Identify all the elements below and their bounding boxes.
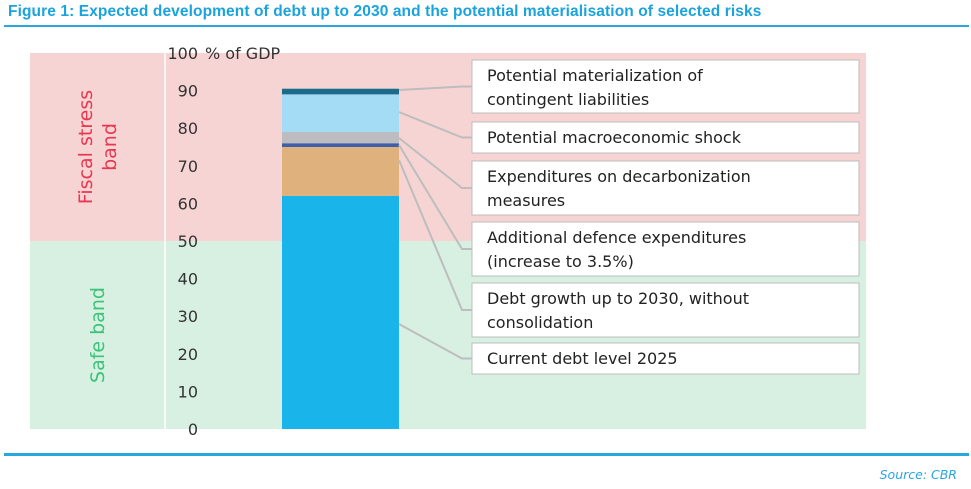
legend-text: Potential materialization of contingent l… — [487, 66, 703, 109]
legend-line: Debt growth up to 2030, without — [487, 289, 749, 308]
band-label-line: band — [99, 123, 121, 171]
bar-segment — [282, 195, 399, 429]
legend-line: (increase to 3.5%) — [487, 252, 634, 271]
y-tick-label: 80 — [178, 119, 198, 138]
leader-line — [398, 144, 472, 250]
legend-box — [471, 121, 860, 154]
legend-line: Potential materialization of — [487, 66, 703, 85]
y-tick-label: 30 — [178, 307, 198, 326]
legend-text: Debt growth up to 2030, without consolida… — [487, 289, 749, 332]
legend-text: Additional defence expenditures (increase… — [487, 228, 746, 271]
legend-boxes: Potential materialization of contingent l… — [471, 59, 860, 375]
y-tick-label: 60 — [178, 194, 198, 213]
bar-segment — [282, 143, 399, 147]
bar-segment — [282, 131, 399, 144]
y-axis: 0 10 20 30 40 50 60 70 80 90 100 % of GDP — [164, 44, 281, 439]
y-tick-label: 10 — [178, 382, 198, 401]
source-note: Source: CBR — [879, 467, 957, 482]
y-tick-label: 100 — [167, 44, 198, 63]
bar-segment — [282, 94, 399, 132]
y-tick-label: 40 — [178, 270, 198, 289]
legend-box — [471, 59, 860, 114]
leader-line — [398, 111, 472, 139]
legend-text: Potential macroeconomic shock — [487, 128, 742, 147]
band-label-0: Safe band — [87, 287, 109, 383]
bar-segment — [282, 147, 399, 196]
leader-line — [398, 137, 472, 189]
y-tick-label: 20 — [178, 345, 198, 364]
figure-title: Figure 1: Expected development of debt u… — [8, 3, 762, 20]
legend-box — [471, 342, 860, 375]
legend-line: Potential macroeconomic shock — [487, 128, 742, 147]
leader-lines — [398, 85, 472, 360]
legend-box — [471, 282, 860, 338]
legend-box — [471, 221, 860, 277]
band-label-line: Fiscal stress — [75, 90, 97, 204]
legend-line: measures — [487, 191, 565, 210]
band-label-1: Fiscal stress band — [75, 90, 121, 204]
y-tick-label: 0 — [188, 420, 198, 439]
unit-label: % of GDP — [205, 44, 281, 63]
legend-line: contingent liabilities — [487, 90, 649, 109]
stacked-bar — [282, 88, 399, 429]
legend-line: Expenditures on decarbonization — [487, 167, 751, 186]
top-rule — [4, 25, 969, 27]
bottom-rule — [4, 453, 969, 456]
bar-segment — [282, 88, 399, 95]
y-tick-label: 70 — [178, 157, 198, 176]
leader-line — [398, 159, 472, 311]
legend-line: Additional defence expenditures — [487, 228, 746, 247]
leader-line — [398, 85, 472, 91]
leader-line — [398, 323, 472, 360]
legend-text: Expenditures on decarbonization measures — [487, 167, 751, 210]
y-tick-label: 90 — [178, 82, 198, 101]
legend-line: Current debt level 2025 — [487, 349, 678, 368]
legend-box — [471, 160, 860, 216]
band-label-line: Safe band — [87, 287, 109, 383]
legend-text: Current debt level 2025 — [487, 349, 678, 368]
y-tick-label: 50 — [178, 232, 198, 251]
legend-line: consolidation — [487, 313, 593, 332]
